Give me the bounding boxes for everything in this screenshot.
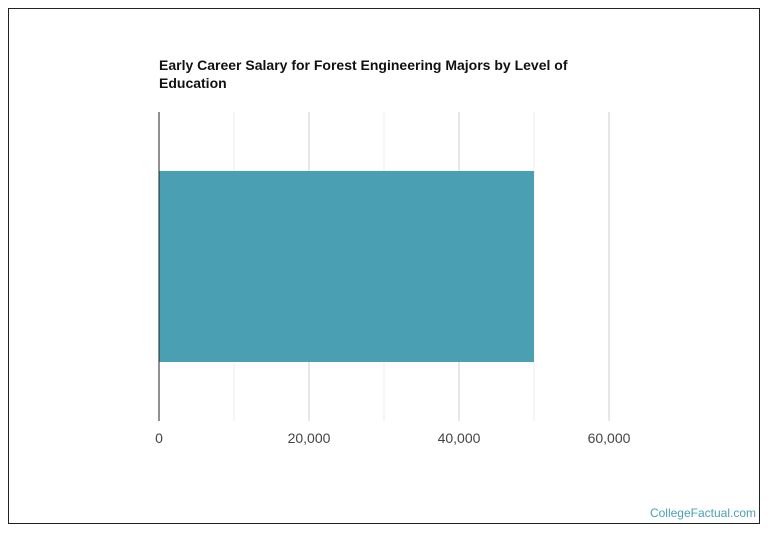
x-tick-label: 0 — [155, 430, 163, 446]
x-tick-label: 20,000 — [288, 430, 331, 446]
x-tick-label: 40,000 — [438, 430, 481, 446]
bar — [159, 171, 534, 362]
chart-title: Early Career Salary for Forest Engineeri… — [159, 57, 568, 91]
chart-frame — [8, 8, 760, 524]
credit-link[interactable]: CollegeFactual.com — [649, 506, 756, 520]
x-tick-label: 60,000 — [588, 430, 631, 446]
